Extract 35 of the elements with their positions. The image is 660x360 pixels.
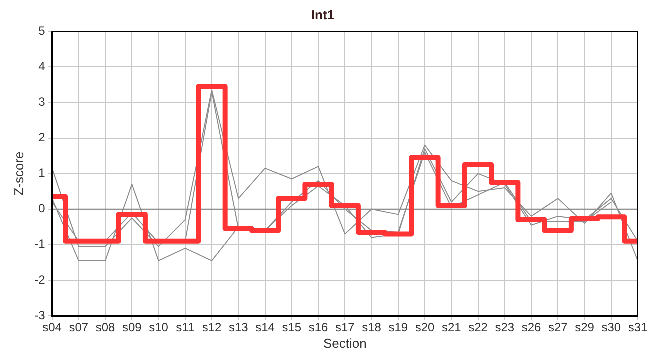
- x-tick-label: s08: [96, 320, 116, 335]
- x-tick-label: s20: [415, 320, 435, 335]
- y-tick-label: 3: [38, 95, 46, 110]
- x-tick-label: s21: [442, 320, 462, 335]
- x-tick-label: s30: [602, 320, 622, 335]
- x-tick-label: s14: [256, 320, 276, 335]
- y-tick-label: -2: [34, 272, 46, 287]
- chart-title: Int1: [311, 7, 335, 22]
- y-tick-label: 0: [38, 202, 46, 216]
- x-tick-label: s17: [335, 320, 356, 335]
- x-tick-label: s26: [522, 320, 542, 335]
- y-tick-label: -1: [34, 237, 46, 252]
- x-axis-title: Section: [323, 336, 367, 351]
- x-tick-label: s13: [228, 320, 249, 335]
- y-tick-label: 1: [38, 166, 46, 180]
- y-tick-label: 5: [38, 24, 46, 38]
- x-tick-label: s11: [176, 320, 195, 335]
- y-axis-title: Z-score: [11, 152, 26, 196]
- x-tick-label: s12: [202, 320, 222, 335]
- x-tick-label: s09: [122, 320, 142, 335]
- y-tick-label: 4: [38, 59, 46, 74]
- x-tick-label: s15: [282, 320, 302, 335]
- x-tick-label: s19: [388, 320, 408, 335]
- y-tick-label: -3: [34, 308, 46, 322]
- x-tick-label: s29: [575, 320, 595, 335]
- x-tick-label: s16: [308, 320, 329, 335]
- x-tick-label: s04: [42, 320, 62, 335]
- y-tick-label: 2: [38, 130, 46, 145]
- x-tick-label: s27: [548, 320, 568, 335]
- x-tick-label: s10: [149, 320, 169, 335]
- x-tick-label: s22: [468, 320, 488, 335]
- x-tick-label: s31: [628, 320, 648, 335]
- x-tick-label: s23: [495, 320, 515, 335]
- x-tick-label: s18: [362, 320, 382, 335]
- x-tick-label: s07: [69, 320, 89, 335]
